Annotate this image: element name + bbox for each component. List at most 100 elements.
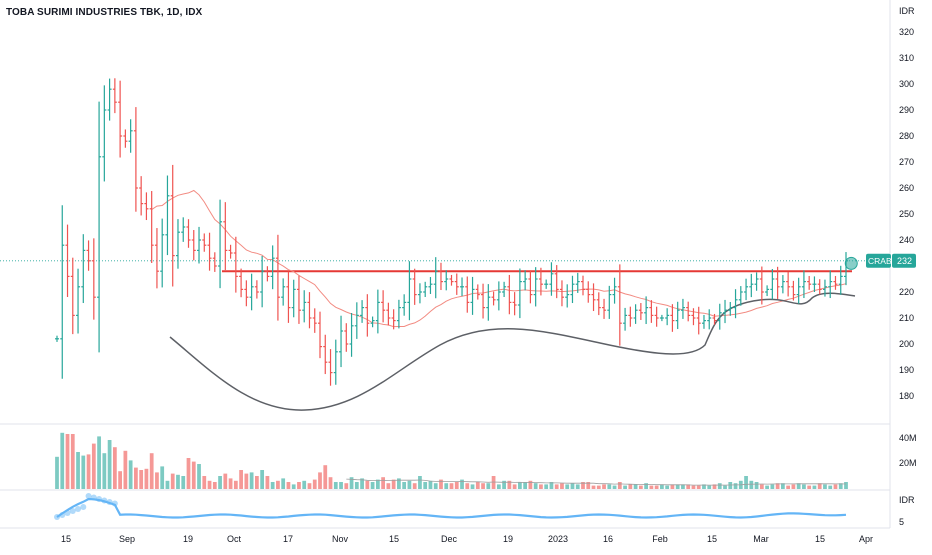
volume-bar	[670, 484, 675, 489]
volume-bar	[449, 483, 454, 489]
volume-bar	[823, 484, 827, 489]
volume-bar	[523, 482, 528, 489]
volume-bar	[518, 482, 522, 489]
time-axis-label: 2023	[548, 534, 568, 544]
volume-bar	[696, 485, 701, 489]
time-axis-label: 15	[815, 534, 825, 544]
volume-bar	[149, 453, 154, 489]
volume-bar	[770, 484, 775, 489]
volume-bar	[791, 484, 796, 489]
volume-bar	[712, 484, 717, 489]
time-axis-label: Apr	[859, 534, 873, 544]
volume-bar	[407, 480, 412, 489]
volume-bar	[570, 483, 575, 489]
volume-bar	[796, 483, 801, 489]
volume-bar	[260, 470, 265, 489]
volume-bar	[197, 464, 201, 489]
symbol-badge	[866, 253, 891, 268]
time-axis-label: Nov	[332, 534, 349, 544]
indicator-spike-dot	[80, 504, 87, 510]
volume-bar	[281, 478, 286, 489]
volume-bar	[486, 483, 491, 489]
volume-bar	[365, 480, 370, 489]
volume-tick-label: 20M	[899, 458, 917, 468]
last-price-badge	[892, 253, 916, 268]
volume-bar	[391, 479, 396, 489]
volume-bar	[744, 476, 748, 489]
volume-bar	[502, 480, 506, 489]
volume-bar	[754, 482, 759, 489]
volume-tick-label: 40M	[899, 433, 917, 443]
volume-bar	[349, 477, 354, 489]
time-axis-label: 15	[389, 534, 399, 544]
volume-bar	[249, 472, 254, 489]
volume-bar	[507, 480, 512, 489]
indicator-tick-label: 5	[899, 517, 904, 527]
time-axis-label: Mar	[753, 534, 769, 544]
volume-bar	[160, 466, 165, 489]
price-tick-label: 190	[899, 365, 914, 375]
volume-bar	[276, 480, 280, 489]
volume-bar	[665, 485, 670, 489]
volume-bar	[423, 482, 428, 489]
volume-bar	[644, 483, 648, 489]
volume-bar	[70, 434, 75, 489]
volume-bar	[233, 480, 238, 489]
price-tick-label: 310	[899, 53, 914, 63]
volume-bar	[418, 476, 422, 489]
indicator-spike-dot	[59, 512, 66, 518]
volume-bar	[717, 483, 722, 489]
volume-bar	[528, 480, 533, 489]
indicator-spike-dot	[101, 497, 108, 504]
volume-bar	[465, 483, 470, 489]
volume-bar	[86, 454, 91, 489]
volume-bar	[181, 476, 186, 489]
volume-bar	[460, 479, 464, 489]
price-axis-unit: IDR	[899, 6, 915, 16]
volume-bar	[496, 484, 501, 489]
volume-bar	[255, 476, 259, 489]
time-axis-label: 15	[707, 534, 717, 544]
volume-bar	[76, 452, 80, 489]
volume-bar	[728, 482, 733, 489]
volume-bar	[560, 483, 564, 489]
price-tick-label: 200	[899, 339, 914, 349]
time-axis-label: Dec	[441, 534, 458, 544]
volume-bar	[675, 484, 680, 489]
volume-bar	[244, 473, 249, 489]
volume-bar	[802, 484, 806, 489]
volume-bar	[833, 484, 838, 489]
volume-bar	[681, 484, 685, 489]
volume-bar	[612, 485, 617, 489]
volume-bar	[607, 484, 612, 489]
indicator-spike-dot	[90, 494, 97, 501]
volume-bar	[539, 484, 543, 489]
volume-bar	[812, 485, 817, 489]
volume-bar	[596, 485, 601, 489]
volume-bar	[439, 479, 443, 489]
volume-bar	[512, 484, 517, 489]
volume-bar	[333, 482, 338, 489]
volume-bar	[81, 455, 86, 489]
volume-bar	[123, 450, 128, 489]
volume-bar	[291, 484, 296, 489]
volume-bar	[838, 483, 843, 489]
price-tick-label: 210	[899, 313, 914, 323]
volume-bar	[202, 476, 207, 489]
price-tick-label: 300	[899, 79, 914, 89]
volume-bar	[786, 485, 791, 489]
volume-bar	[360, 478, 364, 489]
volume-bar	[433, 483, 438, 489]
volume-bar	[759, 484, 764, 489]
time-axis-label: 19	[503, 534, 513, 544]
volume-bar	[265, 476, 270, 489]
volume-bar	[375, 479, 380, 489]
volume-bar	[702, 484, 706, 489]
volume-bar	[128, 460, 133, 489]
volume-bar	[591, 485, 596, 489]
time-axis-label: 16	[603, 534, 613, 544]
volume-bars	[55, 432, 848, 489]
indicator-spike-dot	[54, 514, 60, 520]
volume-bar	[481, 483, 485, 489]
